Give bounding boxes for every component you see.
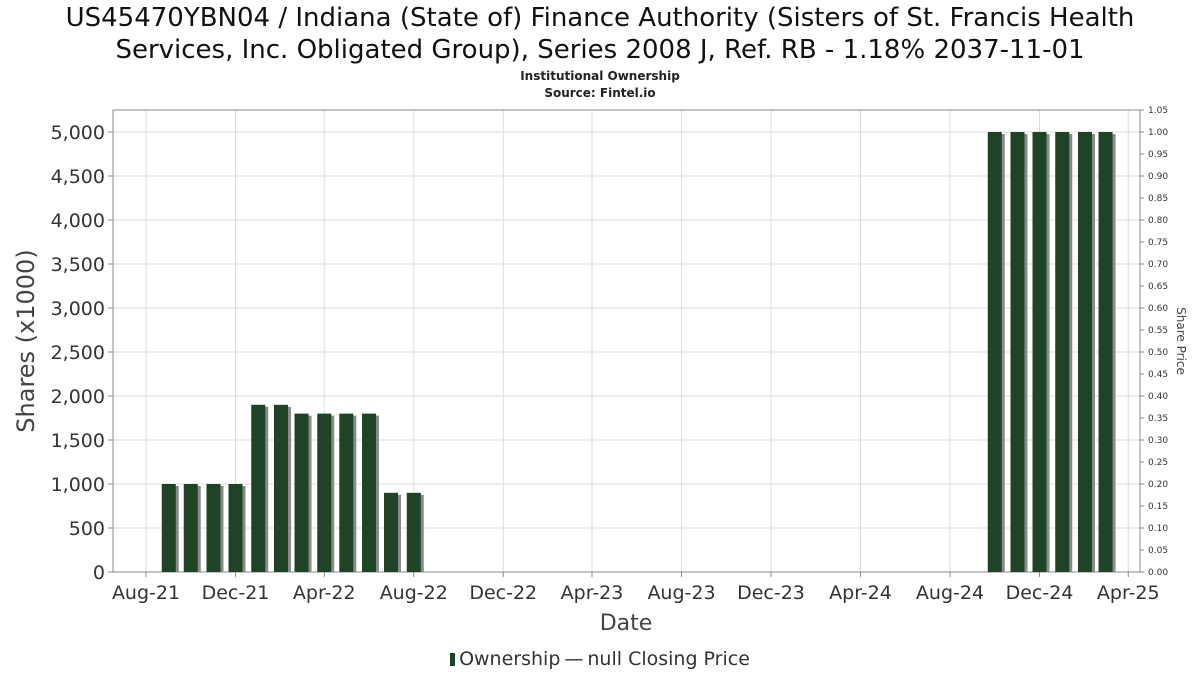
y2-axis-label: Share Price bbox=[1174, 307, 1188, 375]
y-axis-label: Shares (x1000) bbox=[12, 249, 40, 432]
bar bbox=[1055, 132, 1073, 572]
bar-fill bbox=[384, 492, 399, 572]
y-axis-right: 0.00 0.05 0.10 0.15 0.20 0.25 0.30 0.35 0.40 0.45… bbox=[1140, 106, 1168, 578]
bar-fill bbox=[362, 413, 377, 572]
bar bbox=[1032, 132, 1050, 572]
x-tick-label: Aug-22 bbox=[380, 582, 448, 604]
bar-fill bbox=[251, 404, 266, 572]
bar bbox=[161, 484, 179, 572]
bar-fill bbox=[406, 492, 421, 572]
y-tick-label: 1,500 bbox=[51, 430, 105, 452]
bar bbox=[294, 413, 312, 572]
y2-tick-label: 0.20 bbox=[1148, 480, 1168, 490]
x-axis: Aug-21 Dec-21 Apr-22 Aug-22 Dec-22 Apr-23 Aug-… bbox=[112, 572, 1160, 604]
x-tick-label: Dec-22 bbox=[469, 582, 537, 604]
bar bbox=[1098, 132, 1116, 572]
y2-tick-label: 0.35 bbox=[1148, 414, 1168, 424]
y2-tick-label: 0.45 bbox=[1148, 370, 1168, 380]
y2-tick-label: 0.65 bbox=[1148, 282, 1168, 292]
bar-fill bbox=[1010, 132, 1025, 572]
y-tick-label: 1,000 bbox=[51, 474, 105, 496]
chart-title-line1: US45470YBN04 / Indiana (State of) Financ… bbox=[65, 3, 1135, 33]
y-tick-label: 500 bbox=[69, 518, 105, 540]
y2-tick-label: 0.00 bbox=[1148, 568, 1168, 578]
y-axis-left: 0 500 1,000 1,500 2,000 2,500 3,000 3,500 4,000 4… bbox=[51, 122, 113, 584]
y2-tick-label: 0.40 bbox=[1148, 392, 1168, 402]
bar-fill bbox=[183, 484, 198, 572]
y2-tick-label: 0.90 bbox=[1148, 172, 1168, 182]
x-tick-label: Dec-23 bbox=[737, 582, 805, 604]
legend-ownership-swatch bbox=[450, 653, 456, 666]
legend-price-line: — bbox=[564, 648, 584, 670]
chart-title-line2: Services, Inc. Obligated Group), Series … bbox=[115, 35, 1085, 65]
bar bbox=[987, 132, 1005, 572]
y2-tick-label: 1.05 bbox=[1148, 106, 1168, 116]
legend: Ownership — null Closing Price bbox=[0, 648, 1200, 670]
bar-fill bbox=[1032, 132, 1047, 572]
bar bbox=[1010, 132, 1028, 572]
bar bbox=[228, 484, 246, 572]
y2-tick-label: 1.00 bbox=[1148, 128, 1168, 138]
y-tick-label: 2,500 bbox=[51, 342, 105, 364]
bar bbox=[1077, 132, 1095, 572]
legend-ownership-label: Ownership bbox=[459, 648, 561, 670]
y2-tick-label: 0.55 bbox=[1148, 326, 1168, 336]
chart-subtitle: Institutional Ownership bbox=[520, 69, 680, 83]
bar bbox=[339, 413, 357, 572]
x-axis-label: Date bbox=[600, 611, 653, 636]
bar bbox=[183, 484, 201, 572]
bar-fill bbox=[273, 404, 288, 572]
bar-fill bbox=[294, 413, 309, 572]
plot-area bbox=[112, 109, 1141, 573]
y2-tick-label: 0.10 bbox=[1148, 524, 1168, 534]
bar-fill bbox=[228, 484, 243, 572]
bar-fill bbox=[1077, 132, 1092, 572]
bar-fill bbox=[317, 413, 332, 572]
bar-fill bbox=[987, 132, 1002, 572]
bar-fill bbox=[1055, 132, 1070, 572]
y2-tick-label: 0.70 bbox=[1148, 260, 1168, 270]
bar bbox=[206, 484, 224, 572]
x-tick-label: Aug-24 bbox=[916, 582, 984, 604]
y-tick-label: 4,000 bbox=[51, 210, 105, 232]
y-tick-label: 3,000 bbox=[51, 298, 105, 320]
bar bbox=[384, 492, 402, 572]
y2-tick-label: 0.30 bbox=[1148, 436, 1168, 446]
bar-fill bbox=[161, 484, 176, 572]
x-tick-label: Apr-22 bbox=[293, 582, 356, 604]
y2-tick-label: 0.95 bbox=[1148, 150, 1168, 160]
x-tick-label: Apr-24 bbox=[829, 582, 892, 604]
bar bbox=[273, 404, 291, 572]
x-tick-label: Apr-25 bbox=[1097, 582, 1160, 604]
y2-tick-label: 0.80 bbox=[1148, 216, 1168, 226]
y2-tick-label: 0.05 bbox=[1148, 546, 1168, 556]
y2-tick-label: 0.75 bbox=[1148, 238, 1168, 248]
bar bbox=[317, 413, 335, 572]
y-tick-label: 2,000 bbox=[51, 386, 105, 408]
y2-tick-label: 0.25 bbox=[1148, 458, 1168, 468]
x-tick-label: Apr-23 bbox=[561, 582, 624, 604]
chart-source: Source: Fintel.io bbox=[544, 86, 656, 100]
y-tick-label: 5,000 bbox=[51, 122, 105, 144]
legend-price-label: null Closing Price bbox=[587, 648, 750, 670]
bar bbox=[406, 492, 424, 572]
x-tick-label: Aug-23 bbox=[647, 582, 715, 604]
y-tick-label: 0 bbox=[93, 562, 105, 584]
y2-tick-label: 0.85 bbox=[1148, 194, 1168, 204]
x-tick-label: Dec-24 bbox=[1006, 582, 1074, 604]
bar-fill bbox=[339, 413, 354, 572]
bar bbox=[251, 404, 269, 572]
y2-tick-label: 0.60 bbox=[1148, 304, 1168, 314]
y2-tick-label: 0.15 bbox=[1148, 502, 1168, 512]
bar-series-ownership bbox=[161, 132, 1116, 572]
y-tick-label: 3,500 bbox=[51, 254, 105, 276]
y2-tick-label: 0.50 bbox=[1148, 348, 1168, 358]
bar bbox=[362, 413, 380, 572]
x-tick-label: Dec-21 bbox=[202, 582, 270, 604]
bar-fill bbox=[1098, 132, 1113, 572]
bar-fill bbox=[206, 484, 221, 572]
y-tick-label: 4,500 bbox=[51, 166, 105, 188]
x-tick-label: Aug-21 bbox=[112, 582, 180, 604]
